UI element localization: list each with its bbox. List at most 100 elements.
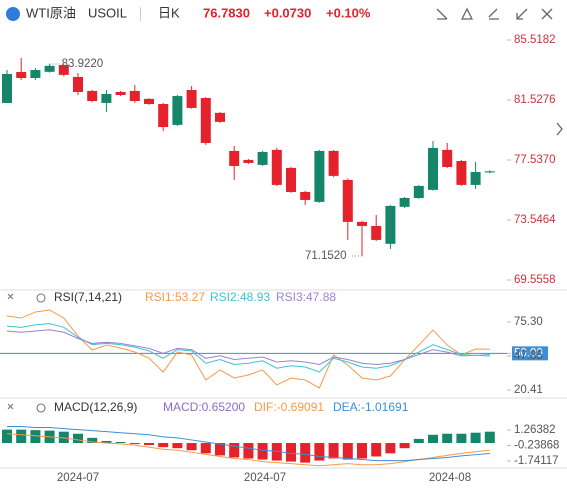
candle-body <box>328 150 339 176</box>
macd-bar <box>215 443 225 456</box>
candle-body <box>172 96 183 125</box>
legend-entry: RSI2:48.93 <box>210 290 270 304</box>
y-tick-label: -0.23868 <box>514 440 559 452</box>
macd-bar <box>30 430 41 444</box>
y-tick-label: 47.85 <box>514 350 543 362</box>
candle-body <box>342 179 353 222</box>
macd-bar <box>413 438 424 444</box>
candle-body <box>73 76 83 92</box>
candle-body <box>58 65 69 75</box>
macd-bar <box>357 443 367 459</box>
macd-bar <box>144 443 154 446</box>
y-tick-label: 73.5464 <box>514 214 556 226</box>
tool-icon[interactable] <box>516 8 528 20</box>
candle-body <box>87 90 98 102</box>
candle-body <box>243 159 254 163</box>
macd-bar <box>115 441 126 444</box>
y-tick-label: 81.5276 <box>514 94 556 106</box>
macd-bar <box>428 434 438 444</box>
candle-body <box>371 225 382 240</box>
tool-icon[interactable] <box>541 8 553 20</box>
period[interactable]: 日K <box>158 5 180 20</box>
candle-body <box>257 151 268 165</box>
panel-icon[interactable] <box>36 403 46 413</box>
candle-body <box>115 91 126 95</box>
separator <box>140 7 141 21</box>
panel-icon[interactable] <box>7 293 14 300</box>
rsi-line <box>6 323 490 373</box>
tick-box <box>512 346 548 361</box>
macd-bar <box>2 429 12 444</box>
candle-body <box>314 150 325 202</box>
candle-body <box>186 90 197 108</box>
candle-body <box>2 73 12 103</box>
candle-body <box>300 191 311 200</box>
x-tick-label: 2024-07 <box>244 472 286 484</box>
y-tick-label: 20.41 <box>514 384 543 396</box>
panel-title: MACD(12,26,9) <box>54 400 137 414</box>
macd-bar <box>73 433 83 444</box>
change-pct: +0.10% <box>326 5 371 20</box>
legend-entry: RSI1:53.27 <box>145 290 205 304</box>
macd-line <box>6 433 490 467</box>
y-tick-label: 77.5370 <box>514 154 556 166</box>
tool-icon[interactable] <box>460 7 474 20</box>
legend-entry: DIF:-0.69091 <box>254 400 324 414</box>
macd-bar <box>129 443 140 445</box>
side-arrow[interactable] <box>556 122 563 136</box>
macd-bar <box>271 443 282 461</box>
panel-icon[interactable] <box>7 403 14 410</box>
macd-bar <box>300 443 311 463</box>
macd-bar <box>484 431 495 444</box>
candle-body <box>399 197 410 207</box>
y-tick-label: 69.5558 <box>514 274 556 286</box>
y-tick-label: 85.5182 <box>514 34 556 46</box>
candle-body <box>30 70 41 79</box>
candle-body <box>215 112 225 122</box>
candle-body <box>271 149 282 185</box>
candle-body <box>158 104 169 128</box>
macd-bar <box>158 443 169 448</box>
y-tick-label: -1.74117 <box>514 455 559 467</box>
legend-entry: RSI3:47.88 <box>276 290 336 304</box>
candle-body <box>44 65 55 72</box>
macd-bar <box>87 437 98 444</box>
tool-icon[interactable] <box>436 8 448 20</box>
annotation: 83.9220 <box>62 58 104 70</box>
macd-bar <box>101 440 112 444</box>
annotation: 71.1520 <box>305 250 347 262</box>
y-tick-label: 50.00 <box>514 347 543 359</box>
candle-body <box>16 71 27 79</box>
candle-body <box>470 171 481 185</box>
panel-icon[interactable] <box>36 293 46 303</box>
rsi-line <box>6 309 490 389</box>
macd-bar <box>470 432 481 444</box>
tool-icon[interactable] <box>488 8 499 20</box>
candle-body <box>385 205 396 244</box>
macd-bar <box>243 443 254 459</box>
macd-bar <box>442 433 453 444</box>
header-bar <box>0 0 567 28</box>
candle-body <box>428 147 438 190</box>
candle-body <box>357 221 367 226</box>
macd-bar <box>229 443 240 458</box>
symbol-name: WTI原油 <box>26 5 76 20</box>
macd-bar <box>456 433 467 444</box>
candle-body <box>129 90 140 102</box>
macd-bar <box>385 443 396 454</box>
candle-body <box>144 98 154 105</box>
symbol-icon <box>6 7 20 21</box>
symbol-code[interactable]: USOIL <box>88 5 127 20</box>
price: 76.7830 <box>203 5 250 20</box>
macd-line <box>7 426 490 462</box>
legend-entry: DEA:-1.01691 <box>333 400 409 414</box>
y-tick-label: 1.26382 <box>514 424 556 436</box>
macd-bar <box>200 443 211 454</box>
macd-bar <box>328 443 339 459</box>
change: +0.0730 <box>264 5 311 20</box>
candle-body <box>101 93 112 103</box>
macd-bar <box>399 443 410 449</box>
macd-bar <box>342 443 353 460</box>
macd-bar <box>257 443 268 460</box>
